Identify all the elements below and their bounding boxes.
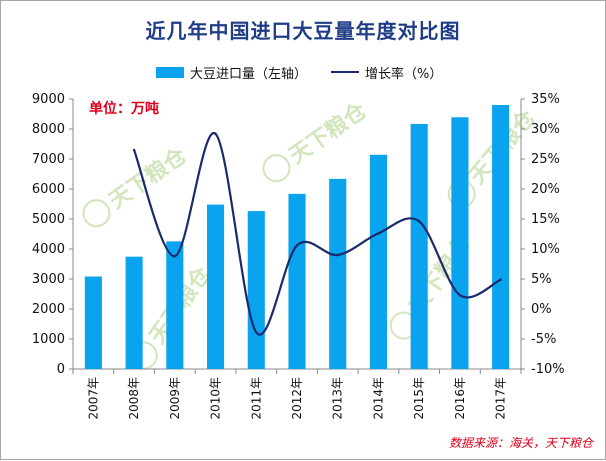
watermark-text: 天下粮仓 bbox=[284, 97, 372, 169]
bar bbox=[410, 123, 428, 370]
y-left-tick-label: 0 bbox=[57, 362, 65, 377]
unit-label: 单位：万吨 bbox=[89, 101, 159, 117]
legend-line-label: 增长率（%） bbox=[365, 66, 443, 82]
x-tick-label: 2009年 bbox=[168, 377, 182, 420]
watermark-text: 天下粮仓 bbox=[104, 142, 192, 214]
legend-item-line: 增长率（%） bbox=[331, 63, 442, 82]
bar bbox=[369, 154, 388, 369]
growth-rate-point bbox=[499, 278, 502, 281]
y-right-tick-label: 10% bbox=[531, 242, 560, 257]
x-tick-label: 2008年 bbox=[127, 377, 141, 420]
x-tick-label: 2016年 bbox=[453, 377, 467, 420]
x-tick-label: 2013年 bbox=[331, 377, 345, 420]
x-tick-label: 2017年 bbox=[494, 377, 508, 420]
watermark-logo: 天下粮仓 bbox=[262, 97, 372, 183]
y-right-tick-label: 15% bbox=[531, 212, 560, 227]
growth-rate-point bbox=[173, 255, 177, 258]
legend: 大豆进口量（左轴） 增长率（%） bbox=[156, 63, 466, 82]
bar bbox=[288, 193, 306, 369]
legend-bar-swatch bbox=[156, 66, 184, 78]
y-left-tick-label: 1000 bbox=[32, 332, 65, 347]
bar bbox=[84, 276, 102, 369]
growth-rate-point bbox=[295, 244, 299, 247]
bar bbox=[492, 105, 510, 369]
y-left-tick-label: 6000 bbox=[32, 182, 65, 197]
growth-rate-point bbox=[377, 232, 380, 235]
bar bbox=[247, 211, 265, 369]
y-left-tick-label: 3000 bbox=[32, 272, 65, 287]
source-note: 数据来源：海关，天下粮仓 bbox=[448, 436, 593, 450]
growth-rate-point bbox=[458, 294, 462, 297]
y-left-tick-label: 9000 bbox=[32, 92, 65, 107]
growth-rate-point bbox=[417, 220, 421, 223]
legend-bar-label: 大豆进口量（左轴） bbox=[190, 66, 308, 82]
y-left-tick-label: 2000 bbox=[32, 302, 65, 317]
y-left-tick-label: 7000 bbox=[32, 152, 65, 167]
bar bbox=[166, 241, 184, 369]
chart-title: 近几年中国进口大豆量年度对比图 bbox=[145, 19, 461, 43]
legend-item-bar: 大豆进口量（左轴） bbox=[156, 63, 307, 82]
y-left-tick-label: 4000 bbox=[32, 242, 65, 257]
y-right-tick-label: 25% bbox=[531, 152, 560, 167]
watermark-icon bbox=[82, 199, 111, 228]
bar bbox=[206, 204, 225, 369]
bar bbox=[125, 256, 143, 369]
growth-rate-line bbox=[133, 132, 502, 336]
y-right-tick-label: 30% bbox=[531, 122, 560, 137]
growth-rate-point bbox=[132, 148, 136, 152]
y-right-tick-label: 5% bbox=[531, 272, 552, 287]
x-tick-label: 2010年 bbox=[209, 377, 223, 420]
growth-rate-point bbox=[214, 132, 217, 135]
y-right-tick-label: 35% bbox=[531, 92, 560, 107]
x-tick-label: 2014年 bbox=[371, 377, 385, 420]
watermark-icon bbox=[262, 154, 291, 183]
y-right-tick-label: 0% bbox=[531, 302, 552, 317]
bar bbox=[451, 117, 469, 370]
legend-line-swatch bbox=[331, 71, 360, 73]
y-left-tick-label: 8000 bbox=[32, 122, 65, 137]
growth-rate-point bbox=[255, 331, 258, 334]
growth-rate-point bbox=[336, 253, 339, 257]
y-right-tick-label: -10% bbox=[531, 362, 565, 377]
x-tick-label: 2012年 bbox=[290, 377, 304, 420]
y-right-tick-label: 20% bbox=[531, 182, 560, 197]
x-tick-label: 2011年 bbox=[249, 377, 263, 420]
x-tick-label: 2015年 bbox=[412, 377, 426, 420]
y-right-tick-label: -5% bbox=[531, 332, 556, 347]
y-left-tick-label: 5000 bbox=[32, 212, 65, 227]
x-tick-label: 2007年 bbox=[86, 377, 100, 420]
bar bbox=[329, 178, 347, 369]
